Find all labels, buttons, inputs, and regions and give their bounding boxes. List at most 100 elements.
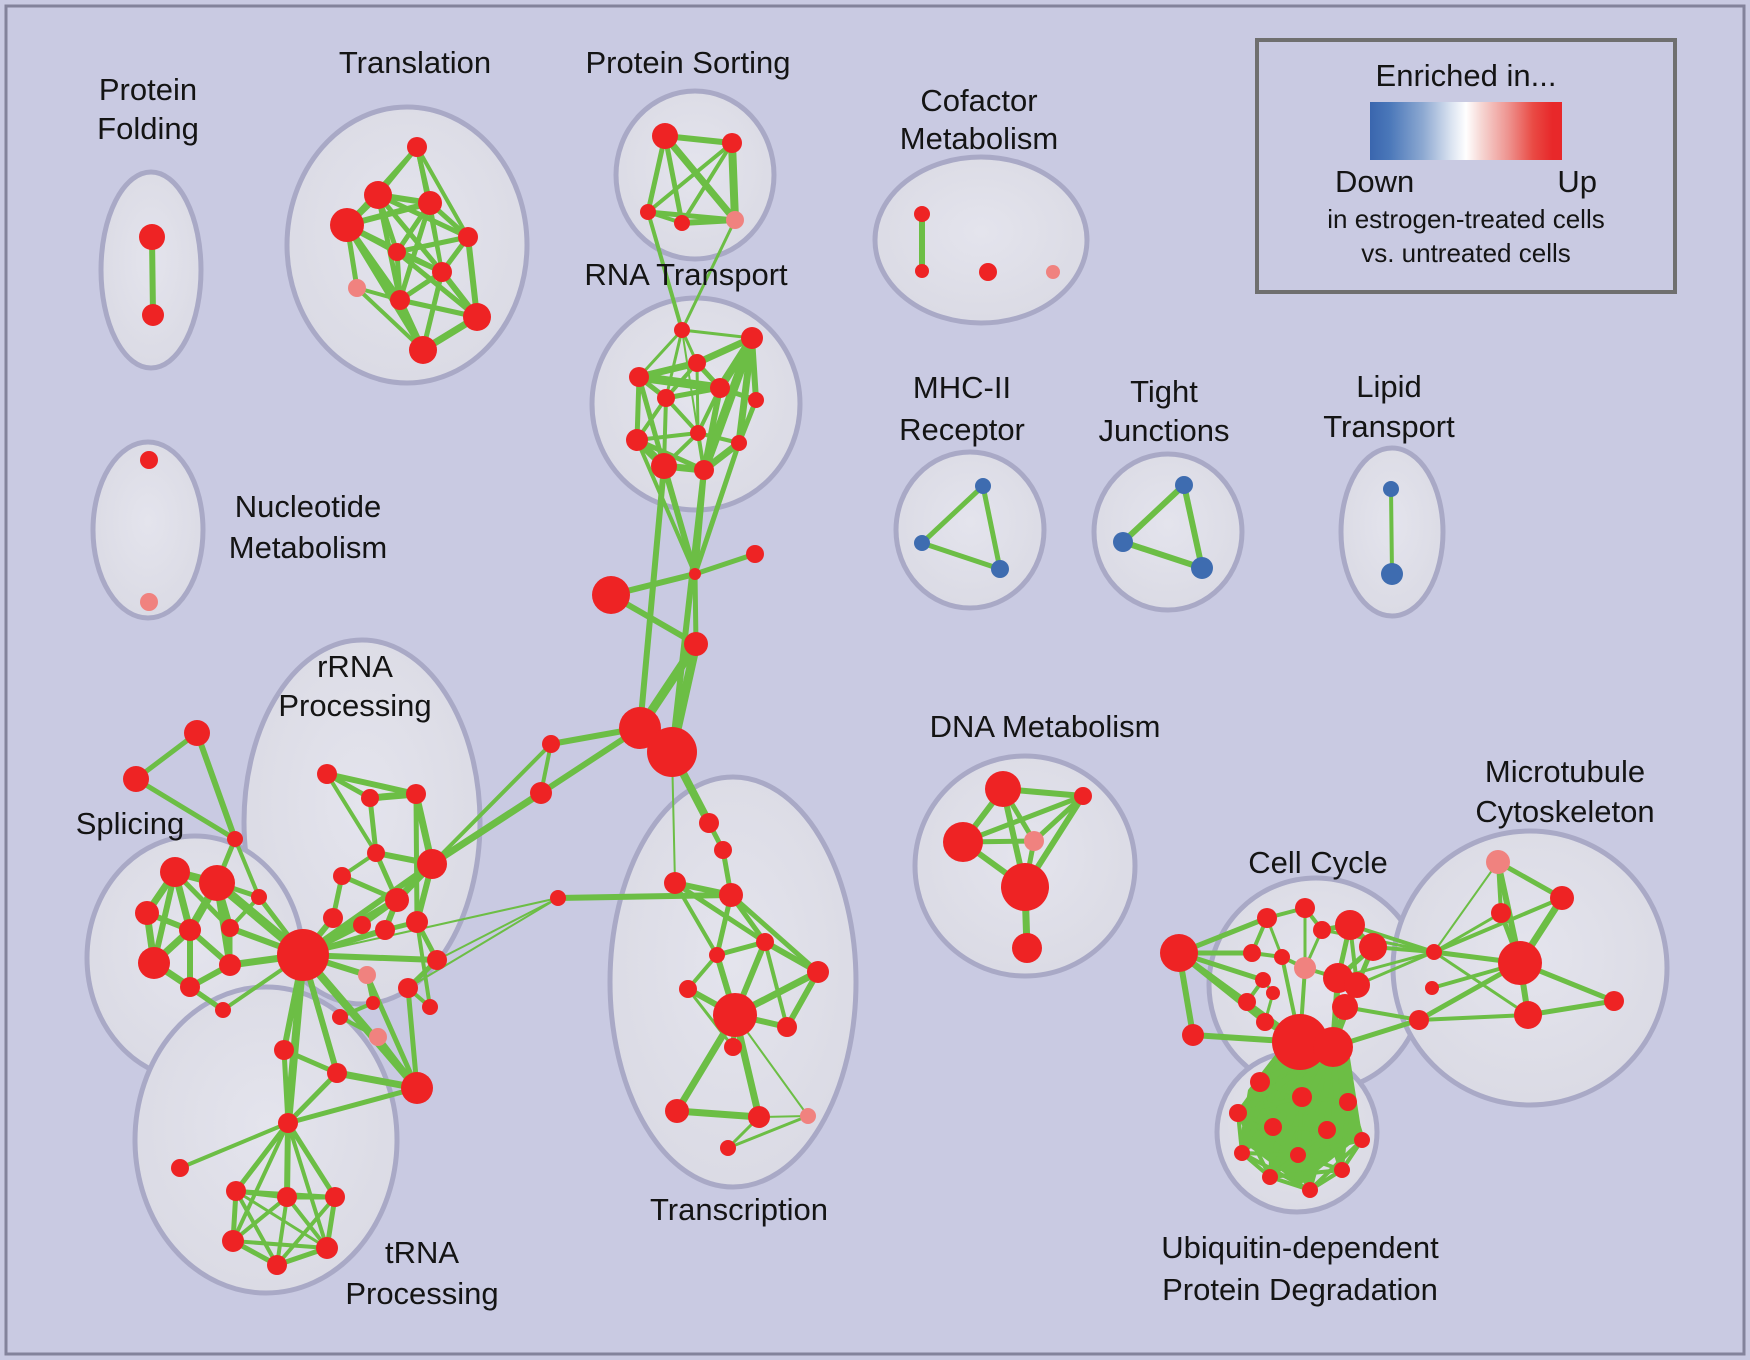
cluster-label-tight-junctions: Tight Junctions bbox=[1099, 374, 1230, 448]
gene-set-node-tjc1 bbox=[1175, 476, 1193, 494]
cluster-label-rrna-processing: rRNA Processing bbox=[278, 649, 431, 723]
edge-tjc1-tjc3 bbox=[1181, 482, 1205, 571]
cluster-ellipse-rna-transport bbox=[589, 295, 803, 513]
edge-b1-mt2 bbox=[1432, 896, 1564, 954]
cluster-ellipse-translation bbox=[284, 104, 530, 386]
gene-set-node-t5 bbox=[458, 227, 478, 247]
gene-set-node-tr4 bbox=[719, 883, 743, 907]
gene-set-node-t7 bbox=[432, 262, 452, 282]
gene-set-node-tjx bbox=[278, 1113, 298, 1133]
edge-cchub2-ub12 bbox=[1307, 1044, 1336, 1193]
gene-set-node-tri2 bbox=[123, 766, 149, 792]
edge-rr16-tjx bbox=[285, 1070, 340, 1126]
gene-set-node-tjc2 bbox=[1113, 532, 1133, 552]
edge-tjx-tn1 bbox=[233, 1120, 291, 1194]
gene-set-node-cc17 bbox=[1256, 1013, 1274, 1031]
cluster-label-nucleotide-metabolism: Nucleotide Metabolism bbox=[229, 489, 388, 565]
edge-c6-tr4 bbox=[555, 892, 734, 901]
legend-caption-line1: in estrogen-treated cells bbox=[1327, 204, 1605, 234]
labels-layer: Protein Folding Translation Protein Sorting… bbox=[76, 45, 1655, 1311]
gene-set-node-rr9 bbox=[353, 916, 371, 934]
gene-set-node-tr13 bbox=[800, 1108, 816, 1124]
edge-tn1-tn6 bbox=[234, 1189, 279, 1267]
gene-set-node-nm2 bbox=[140, 593, 158, 611]
gene-set-node-cc12 bbox=[1255, 972, 1271, 988]
gene-set-node-cc16 bbox=[1332, 994, 1358, 1020]
cluster-label-lipid-transport: Lipid Transport bbox=[1323, 369, 1455, 444]
gene-set-node-mt3 bbox=[1491, 903, 1511, 923]
edge-rr14-rr17 bbox=[405, 985, 420, 1091]
gene-set-node-b2 bbox=[1425, 981, 1439, 995]
gene-set-node-rr20 bbox=[332, 1009, 348, 1025]
edge-tr14-tr13 bbox=[726, 1114, 810, 1150]
legend-box: Enriched in... Down Up in estrogen-treat… bbox=[1255, 38, 1677, 294]
cluster-label-transcription: Transcription bbox=[650, 1192, 828, 1227]
cluster-label-cell-cycle: Cell Cycle bbox=[1248, 845, 1388, 880]
edge-ps1-ps5 bbox=[661, 132, 739, 224]
legend-up-label: Up bbox=[1557, 164, 1597, 199]
edge-tn1-tn5 bbox=[234, 1189, 329, 1250]
gene-set-node-mt1 bbox=[1486, 850, 1510, 874]
edge-rt5-rt12 bbox=[701, 385, 723, 473]
cluster-label-microtubule-cytoskeleton: Microtubule Cytoskeleton bbox=[1475, 754, 1654, 829]
edge-c5-rr5 bbox=[428, 789, 545, 868]
legend-title: Enriched in... bbox=[1375, 58, 1557, 93]
edge-tjx-tn4 bbox=[231, 1121, 290, 1243]
edge-rr13-rr17 bbox=[364, 972, 420, 1091]
edge-mh2-mh3 bbox=[919, 540, 1003, 572]
edge-mt1-b1 bbox=[1433, 861, 1499, 953]
gene-set-node-ub3 bbox=[1339, 1093, 1357, 1111]
gene-set-node-rt12 bbox=[694, 460, 714, 480]
edge-tjc1-tjc2 bbox=[1120, 482, 1187, 545]
gene-set-node-mt5 bbox=[1514, 1001, 1542, 1029]
edge-rr1-rr4 bbox=[325, 772, 378, 855]
gene-set-node-rr16 bbox=[327, 1063, 347, 1083]
edge-mh1-mh2 bbox=[919, 483, 986, 546]
edge-t1-t5 bbox=[415, 145, 470, 239]
gene-set-node-sp2 bbox=[199, 865, 235, 901]
gene-set-node-rt11 bbox=[651, 453, 677, 479]
edge-mt4-mt5 bbox=[1525, 998, 1617, 1018]
gene-set-node-tr8 bbox=[807, 961, 829, 983]
gene-set-node-cc14 bbox=[1238, 993, 1256, 1011]
edge-ub2-ub4 bbox=[1236, 1095, 1304, 1115]
gene-set-node-cc13 bbox=[1344, 972, 1370, 998]
gene-set-node-tn1 bbox=[226, 1181, 246, 1201]
gene-set-node-hub1 bbox=[619, 707, 661, 749]
legend-endpoint-labels: Down Up bbox=[1335, 164, 1597, 200]
gene-set-node-rr5 bbox=[417, 849, 447, 879]
gene-set-node-c1 bbox=[746, 545, 764, 563]
gene-set-node-cc7 bbox=[1359, 933, 1387, 961]
gene-set-node-rr15 bbox=[274, 1040, 294, 1060]
edge-rt1-rt6 bbox=[664, 328, 684, 400]
gene-set-node-tri1 bbox=[184, 720, 210, 746]
legend-gradient-bar bbox=[1370, 102, 1562, 160]
gene-set-node-sp9 bbox=[251, 889, 267, 905]
edge-ub10-ub11 bbox=[1268, 1168, 1344, 1179]
edge-c1-j1 bbox=[692, 551, 758, 577]
gene-set-node-pf2 bbox=[142, 304, 164, 326]
gene-set-node-ub10 bbox=[1334, 1162, 1350, 1178]
edge-rt11-j1 bbox=[661, 463, 698, 577]
gene-set-node-rr17 bbox=[401, 1072, 433, 1104]
edge-rt12-hub2 bbox=[669, 467, 707, 755]
gene-set-node-rt1 bbox=[674, 322, 690, 338]
edge-tjx-tn2 bbox=[284, 1120, 291, 1200]
edge-tri3-sp9 bbox=[233, 837, 261, 899]
gene-set-node-b1 bbox=[1426, 944, 1442, 960]
edge-mt3-b1 bbox=[1432, 911, 1503, 954]
cluster-label-splicing: Splicing bbox=[76, 806, 185, 841]
gene-set-node-tri3 bbox=[227, 831, 243, 847]
gene-set-node-sp3 bbox=[135, 901, 159, 925]
gene-set-node-j1 bbox=[689, 568, 701, 580]
edge-rt4-rt5 bbox=[634, 372, 725, 393]
gene-set-node-ub11 bbox=[1262, 1169, 1278, 1185]
gene-set-node-tn0 bbox=[171, 1159, 189, 1177]
edge-tn3-tn6 bbox=[275, 1195, 337, 1267]
gene-set-node-t9 bbox=[390, 290, 410, 310]
edge-rt10-j1 bbox=[692, 440, 742, 577]
gene-set-node-rr21 bbox=[366, 996, 380, 1010]
cluster-label-translation: Translation bbox=[339, 45, 491, 80]
edge-rr2-rr4 bbox=[367, 795, 379, 856]
gene-set-node-ub4 bbox=[1229, 1104, 1247, 1122]
